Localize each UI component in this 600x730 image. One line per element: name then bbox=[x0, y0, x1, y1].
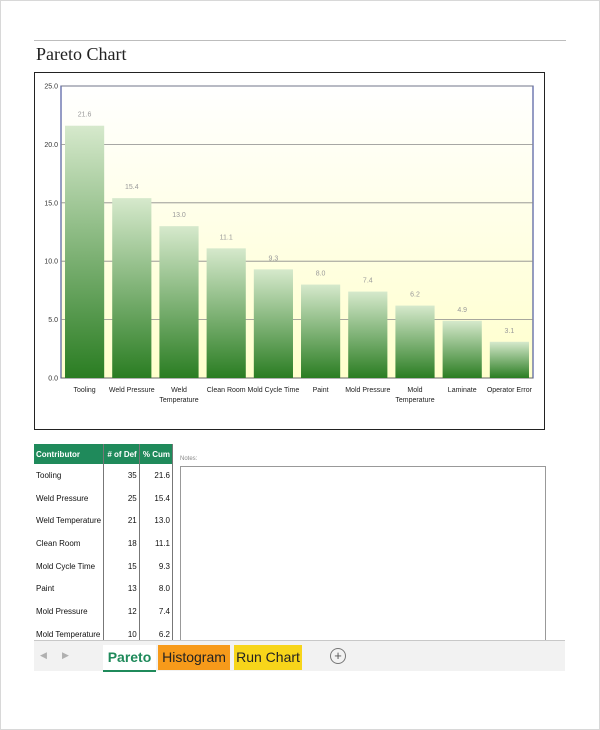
data-label: 21.6 bbox=[78, 112, 92, 119]
page-title: Pareto Chart bbox=[36, 44, 127, 64]
table-row: Mold Pressure 12 7.4 bbox=[34, 600, 174, 623]
category-label: Weld Pressure bbox=[109, 387, 155, 394]
y-tick-label: 15.0 bbox=[44, 200, 58, 207]
cell-defects[interactable]: 35 bbox=[103, 464, 140, 487]
cell-contributor[interactable]: Mold Pressure bbox=[34, 600, 105, 623]
cell-cum[interactable]: 21.6 bbox=[139, 464, 174, 487]
data-label: 13.0 bbox=[172, 212, 186, 219]
category-label: Mold Pressure bbox=[345, 387, 390, 394]
cell-contributor[interactable]: Mold Temperature bbox=[34, 622, 105, 646]
y-tick-label: 10.0 bbox=[44, 259, 58, 266]
bar[interactable] bbox=[253, 269, 293, 378]
cell-defects[interactable]: 21 bbox=[103, 509, 140, 533]
notes-box[interactable] bbox=[180, 466, 546, 642]
data-label: 9.3 bbox=[269, 255, 279, 262]
data-label: 8.0 bbox=[316, 271, 326, 278]
y-tick-label: 0.0 bbox=[48, 376, 58, 383]
bar[interactable] bbox=[159, 226, 199, 378]
plus-circle-icon[interactable]: + bbox=[330, 648, 346, 664]
bar[interactable] bbox=[301, 284, 341, 378]
header-contributor[interactable]: Contributor bbox=[34, 444, 105, 464]
y-tick-label: 25.0 bbox=[44, 84, 58, 91]
data-label: 7.4 bbox=[363, 278, 373, 285]
category-label: Tooling bbox=[74, 387, 96, 394]
table-header-row: Contributor # of Def % Cum bbox=[34, 444, 174, 464]
tab-run-chart[interactable]: Run Chart bbox=[234, 645, 302, 670]
pareto-chart: 0.0 5.0 10.0 15.0 20.0 25.0 21.6 Tooling 15.4 Wel… bbox=[34, 72, 545, 430]
data-label: 3.1 bbox=[505, 328, 515, 335]
table-row: Clean Room 18 11.1 bbox=[34, 532, 174, 555]
data-label: 4.9 bbox=[457, 307, 467, 314]
cell-contributor[interactable]: Tooling bbox=[34, 464, 105, 487]
table-row: Mold Cycle Time 15 9.3 bbox=[34, 554, 174, 578]
cell-defects[interactable]: 18 bbox=[103, 532, 140, 555]
tab-pareto[interactable]: Pareto bbox=[103, 645, 156, 672]
cell-cum[interactable]: 15.4 bbox=[139, 486, 174, 510]
cell-cum[interactable]: 9.3 bbox=[139, 554, 174, 578]
cell-contributor[interactable]: Weld Temperature bbox=[34, 509, 105, 533]
bar[interactable] bbox=[489, 341, 529, 378]
cell-cum[interactable]: 11.1 bbox=[139, 532, 174, 555]
data-table: Contributor # of Def % Cum Tooling 35 21… bbox=[34, 444, 174, 646]
sheet-tab-bar: ◀ ▶ Pareto Histogram Run Chart + bbox=[34, 640, 565, 672]
category-label: Weld Temperature bbox=[159, 387, 198, 404]
bar[interactable] bbox=[112, 198, 152, 378]
chart-svg: 0.0 5.0 10.0 15.0 20.0 25.0 21.6 Tooling 15.4 Wel… bbox=[44, 84, 534, 404]
category-label: Paint bbox=[313, 387, 329, 394]
cell-defects[interactable]: 12 bbox=[103, 600, 140, 623]
cell-contributor[interactable]: Paint bbox=[34, 577, 105, 601]
table-row: Weld Temperature 21 13.0 bbox=[34, 509, 174, 533]
bar[interactable] bbox=[65, 125, 105, 378]
bar[interactable] bbox=[442, 320, 482, 378]
tab-histogram[interactable]: Histogram bbox=[158, 645, 230, 670]
category-label: Laminate bbox=[448, 387, 477, 394]
y-tick-label: 5.0 bbox=[48, 317, 58, 324]
data-label: 11.1 bbox=[220, 234, 233, 241]
chevron-right-icon[interactable]: ▶ bbox=[62, 650, 69, 660]
cell-cum[interactable]: 6.2 bbox=[139, 622, 174, 646]
cell-defects[interactable]: 10 bbox=[103, 622, 140, 646]
category-label: Mold Cycle Time bbox=[248, 387, 300, 394]
bar[interactable] bbox=[348, 291, 388, 378]
cell-defects[interactable]: 25 bbox=[103, 486, 140, 510]
cell-defects[interactable]: 13 bbox=[103, 577, 140, 601]
y-tick-label: 20.0 bbox=[44, 142, 58, 149]
header-cum[interactable]: % Cum bbox=[139, 444, 174, 464]
bar[interactable] bbox=[206, 248, 246, 378]
data-label: 15.4 bbox=[125, 184, 139, 191]
bar[interactable] bbox=[395, 305, 435, 378]
table-row: Weld Pressure 25 15.4 bbox=[34, 486, 174, 510]
category-label: Clean Room bbox=[207, 387, 246, 394]
table-row: Mold Temperature 10 6.2 bbox=[34, 622, 174, 646]
cell-contributor[interactable]: Clean Room bbox=[34, 532, 105, 555]
cell-cum[interactable]: 13.0 bbox=[139, 509, 174, 533]
chevron-left-icon[interactable]: ◀ bbox=[40, 650, 47, 660]
category-label: Operator Error bbox=[487, 387, 533, 394]
header-defects[interactable]: # of Def bbox=[103, 444, 140, 464]
top-rule bbox=[34, 40, 566, 41]
cell-cum[interactable]: 8.0 bbox=[139, 577, 174, 601]
data-label: 6.2 bbox=[410, 292, 420, 299]
cell-contributor[interactable]: Weld Pressure bbox=[34, 486, 105, 510]
cell-cum[interactable]: 7.4 bbox=[139, 600, 174, 623]
table-row: Tooling 35 21.6 bbox=[34, 464, 174, 487]
table-row: Paint 13 8.0 bbox=[34, 577, 174, 601]
cell-contributor[interactable]: Mold Cycle Time bbox=[34, 554, 105, 578]
cell-defects[interactable]: 15 bbox=[103, 554, 140, 578]
category-label: Mold Temperature bbox=[395, 387, 434, 404]
notes-label: Notes: bbox=[180, 456, 198, 462]
